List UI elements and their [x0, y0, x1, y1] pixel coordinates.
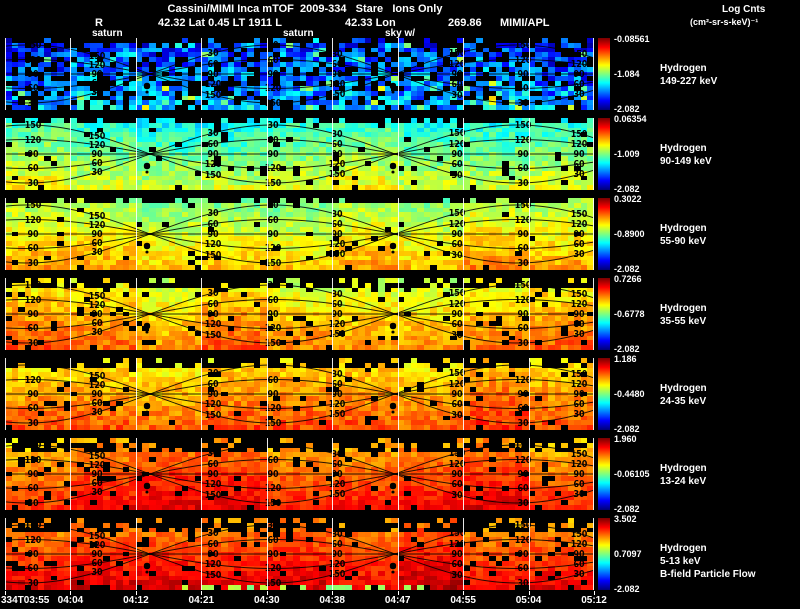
- ephemeris-r-label: R: [95, 17, 103, 29]
- time-tick-label: 04:21: [188, 595, 215, 606]
- annotation-saturn-1: saturn: [92, 28, 123, 39]
- time-tick-label: 05:12: [581, 595, 607, 606]
- panel-label-block: Hydrogen 35-55 keV: [660, 302, 707, 328]
- colorbar-max-label: 1.186: [614, 354, 637, 364]
- colorbar-units-line1: Log Cnts: [722, 4, 766, 15]
- colorbar: [598, 118, 610, 190]
- colorbar-mid-label: -0.4480: [614, 389, 645, 399]
- colorbar-max-label: -0.08561: [614, 34, 650, 44]
- panel-label-block: Hydrogen 5-13 keV B-field Particle Flow: [660, 542, 756, 581]
- bfield-flow-label: B-field Particle Flow: [660, 569, 756, 580]
- colorbar: [598, 438, 610, 510]
- colorbar: [598, 198, 610, 270]
- spectrogram-panel: [5, 198, 594, 270]
- time-tick: [70, 591, 72, 595]
- time-tick: [5, 591, 6, 595]
- species-name: Hydrogen: [660, 223, 707, 234]
- energy-range: 24-35 keV: [660, 396, 707, 407]
- spectrogram-panel: [5, 438, 594, 510]
- species-name: Hydrogen: [660, 143, 707, 154]
- time-tick-label: 04:12: [123, 595, 149, 606]
- species-name: Hydrogen: [660, 303, 707, 314]
- ephemeris-lon: 42.33 Lon: [345, 17, 396, 29]
- ephemeris-lon-value: 269.86: [448, 17, 482, 29]
- energy-range: 149-227 keV: [660, 76, 718, 87]
- colorbar: [598, 358, 610, 430]
- time-tick-label: 04:38: [319, 595, 345, 606]
- spectrogram-panel: [5, 118, 594, 190]
- time-tick: [332, 591, 334, 595]
- energy-range: 5-13 keV: [660, 556, 701, 567]
- ephemeris-lat-lt-l: 42.32 Lat 0.45 LT 1911 L: [158, 17, 282, 29]
- colorbar-min-label: -2.082: [614, 264, 640, 274]
- spectrogram-panel: [5, 518, 594, 590]
- colorbar-mid-label: -1.084: [614, 69, 640, 79]
- colorbar: [598, 518, 610, 590]
- time-tick-label: 04:55: [450, 595, 476, 606]
- species-name: Hydrogen: [660, 63, 707, 74]
- colorbar-min-label: -2.082: [614, 344, 640, 354]
- panel-label-block: Hydrogen 90-149 keV: [660, 142, 712, 168]
- colorbar-max-label: 0.7266: [614, 274, 642, 284]
- spectrogram-panel: [5, 278, 594, 350]
- time-tick-label: 04:04: [57, 595, 84, 606]
- species-name: Hydrogen: [660, 543, 707, 554]
- time-tick-label: 04:47: [384, 595, 411, 606]
- colorbar-min-label: -2.082: [614, 584, 640, 594]
- colorbar-min-label: -2.082: [614, 504, 640, 514]
- time-tick: [397, 591, 399, 595]
- energy-range: 35-55 keV: [660, 316, 707, 327]
- colorbar-mid-label: 0.7097: [614, 549, 642, 559]
- page-title: Cassini/MIMI Inca mTOF 2009-334 Stare Io…: [167, 3, 443, 15]
- species-name: Hydrogen: [660, 463, 707, 474]
- colorbar-mid-label: -0.6778: [614, 309, 645, 319]
- colorbar-min-label: -2.082: [614, 424, 640, 434]
- species-name: Hydrogen: [660, 383, 707, 394]
- colorbar-max-label: 0.06354: [614, 114, 647, 124]
- colorbar-max-label: 3.502: [614, 514, 637, 524]
- panel-label-block: Hydrogen 149-227 keV: [660, 62, 717, 88]
- time-tick: [463, 591, 465, 595]
- time-tick-label: 334T03:55: [1, 595, 50, 606]
- time-tick: [528, 591, 530, 595]
- time-tick: [201, 591, 203, 595]
- panel-label-block: Hydrogen 24-35 keV: [660, 382, 707, 408]
- time-tick-label: 05:04: [515, 595, 542, 606]
- time-tick: [594, 591, 595, 595]
- colorbar-max-label: 1.960: [614, 434, 637, 444]
- panel-label-block: Hydrogen 55-90 keV: [660, 222, 707, 248]
- panel-label-block: Hydrogen 13-24 keV: [660, 462, 707, 488]
- time-tick: [266, 591, 268, 595]
- instrument-credit: MIMI/APL: [500, 17, 550, 29]
- colorbar-units-line2: (cm²-sr-s-keV)⁻¹: [690, 17, 759, 27]
- time-tick: [135, 591, 137, 595]
- colorbar: [598, 38, 610, 110]
- energy-range: 90-149 keV: [660, 156, 712, 167]
- energy-range: 13-24 keV: [660, 476, 707, 487]
- colorbar-mid-label: -0.06105: [614, 469, 650, 479]
- energy-range: 55-90 keV: [660, 236, 707, 247]
- spectrogram-panel: [5, 38, 594, 110]
- annotation-sky: sky w/: [385, 28, 416, 39]
- colorbar: [598, 278, 610, 350]
- colorbar-mid-label: -1.009: [614, 149, 640, 159]
- spectrogram-panel: [5, 358, 594, 430]
- colorbar-mid-label: -0.8900: [614, 229, 645, 239]
- time-tick-label: 04:30: [253, 595, 280, 606]
- colorbar-max-label: 0.3022: [614, 194, 642, 204]
- colorbar-min-label: -2.082: [614, 184, 640, 194]
- colorbar-min-label: -2.082: [614, 104, 640, 114]
- annotation-saturn-2: saturn: [283, 28, 314, 39]
